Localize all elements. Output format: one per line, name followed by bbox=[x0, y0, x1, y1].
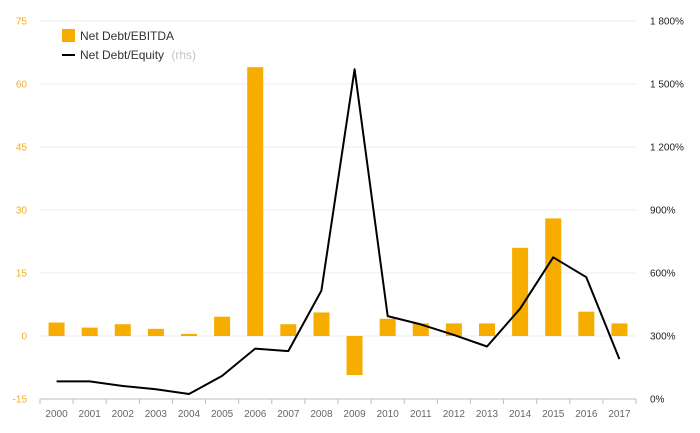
legend: Net Debt/EBITDA Net Debt/Equity (rhs) bbox=[62, 29, 196, 62]
x-tick-label: 2004 bbox=[178, 409, 201, 420]
line-series bbox=[56, 68, 621, 395]
bar-series bbox=[48, 67, 628, 376]
legend-label-net-debt-equity-note: (rhs) bbox=[171, 48, 196, 62]
x-tick-label: 2010 bbox=[377, 409, 400, 420]
legend-label-net-debt-equity-main: Net Debt/Equity bbox=[80, 48, 164, 62]
x-tick-label: 2000 bbox=[45, 409, 68, 420]
x-tick-label: 2002 bbox=[112, 409, 135, 420]
y-right-tick-label: 900% bbox=[650, 206, 676, 217]
x-tick-label: 2014 bbox=[509, 409, 532, 420]
y-left-tick-label: 15 bbox=[16, 269, 28, 280]
x-tick-label: 2012 bbox=[443, 409, 466, 420]
x-tick-label: 2008 bbox=[310, 409, 333, 420]
bar-net-debt-ebitda bbox=[379, 318, 396, 336]
y-left-tick-label: 45 bbox=[16, 143, 28, 154]
bar-net-debt-ebitda bbox=[313, 312, 330, 336]
x-tick-label: 2017 bbox=[608, 409, 631, 420]
y-right-tick-label: 1 200% bbox=[650, 143, 684, 154]
y-right-tick-label: 1 500% bbox=[650, 80, 684, 91]
y-right-tick-label: 1 800% bbox=[650, 17, 684, 28]
x-tick-label: 2016 bbox=[575, 409, 598, 420]
y-left-tick-label: 0 bbox=[21, 332, 27, 343]
x-tick-label: 2007 bbox=[277, 409, 300, 420]
bar-net-debt-ebitda bbox=[479, 323, 495, 336]
x-tick-label: 2009 bbox=[343, 409, 366, 420]
x-tick-label: 2001 bbox=[79, 409, 102, 420]
bar-net-debt-ebitda bbox=[611, 323, 628, 336]
y-right-tick-label: 600% bbox=[650, 269, 676, 280]
bar-net-debt-ebitda bbox=[214, 316, 231, 336]
y-right-tick-label: 0% bbox=[650, 395, 665, 406]
bar-net-debt-ebitda bbox=[181, 333, 197, 336]
y-right-tick-label: 300% bbox=[650, 332, 676, 343]
bar-net-debt-ebitda bbox=[578, 311, 595, 336]
bar-net-debt-ebitda bbox=[114, 324, 131, 336]
grid-lines bbox=[40, 20, 636, 337]
bar-net-debt-ebitda bbox=[247, 67, 264, 336]
bar-net-debt-ebitda bbox=[512, 247, 529, 336]
bar-net-debt-ebitda bbox=[81, 327, 98, 336]
bar-net-debt-ebitda bbox=[545, 218, 562, 336]
x-tick-label: 2006 bbox=[244, 409, 267, 420]
x-tick-label: 2011 bbox=[410, 409, 432, 420]
bar-net-debt-ebitda bbox=[48, 322, 65, 336]
legend-label-net-debt-equity: Net Debt/Equity (rhs) bbox=[80, 48, 196, 62]
y-left-tick-label: 60 bbox=[16, 80, 28, 91]
bar-net-debt-ebitda bbox=[346, 336, 363, 376]
bar-net-debt-ebitda bbox=[147, 328, 164, 336]
legend-swatch-net-debt-ebitda bbox=[62, 29, 75, 42]
bar-net-debt-ebitda bbox=[280, 324, 297, 336]
line-net-debt-equity bbox=[56, 68, 621, 395]
y-left-tick-label: 75 bbox=[16, 17, 28, 28]
legend-label-net-debt-ebitda: Net Debt/EBITDA bbox=[80, 29, 174, 43]
x-tick-label: 2015 bbox=[542, 409, 565, 420]
x-tick-label: 2005 bbox=[211, 409, 234, 420]
x-tick-label: 2003 bbox=[145, 409, 168, 420]
y-left-tick-label: -15 bbox=[13, 395, 28, 406]
x-tick-label: 2013 bbox=[476, 409, 499, 420]
y-left-tick-label: 30 bbox=[16, 206, 28, 217]
axes: -15 0 15 30 45 60 75 0% 300% 600% 900% 1 200% 1 500%… bbox=[13, 17, 684, 421]
